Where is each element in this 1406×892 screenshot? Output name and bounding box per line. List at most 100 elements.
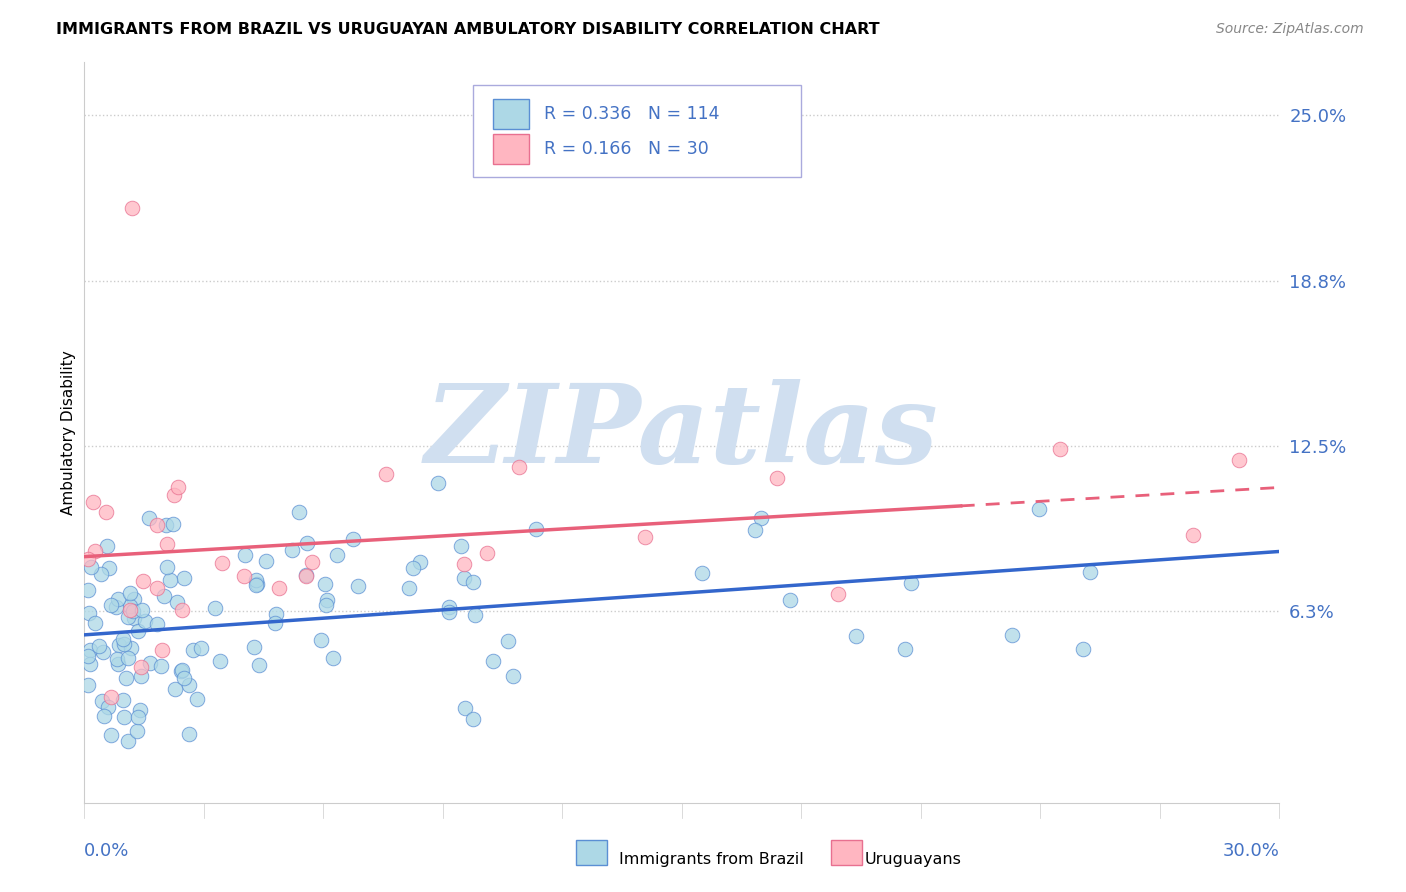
Point — [83, 615, 105, 630]
Point — [90, 566, 112, 581]
Point — [139, 657, 162, 671]
Text: ZIPatlas: ZIPatlas — [425, 379, 939, 486]
Point — [245, 573, 267, 587]
Point — [326, 549, 349, 563]
Point — [117, 734, 139, 748]
Point — [246, 577, 269, 591]
Point — [900, 576, 922, 591]
Point — [107, 638, 129, 652]
Point — [131, 668, 153, 682]
Point — [263, 616, 285, 631]
Point — [316, 593, 339, 607]
Point — [281, 542, 304, 557]
Point — [1071, 642, 1094, 657]
Point — [173, 570, 195, 584]
Point — [120, 586, 142, 600]
Text: Uruguayans: Uruguayans — [865, 852, 962, 867]
Point — [166, 480, 188, 494]
Text: IMMIGRANTS FROM BRAZIL VS URUGUAYAN AMBULATORY DISABILITY CORRELATION CHART: IMMIGRANTS FROM BRAZIL VS URUGUAYAN AMBU… — [56, 22, 880, 37]
Point — [208, 654, 231, 668]
Point — [96, 539, 118, 553]
Point — [159, 573, 181, 587]
Point — [105, 651, 128, 665]
Point — [127, 624, 149, 639]
Point — [97, 560, 120, 574]
Point — [100, 690, 122, 704]
Point — [80, 559, 103, 574]
Point — [146, 517, 169, 532]
Point — [439, 605, 461, 619]
Point — [245, 577, 267, 591]
Point — [211, 556, 233, 570]
Point — [454, 701, 477, 715]
Point — [524, 522, 547, 536]
Point — [111, 693, 134, 707]
Point — [166, 595, 188, 609]
Point — [79, 657, 101, 671]
Point — [1049, 442, 1071, 456]
Text: R = 0.336   N = 114: R = 0.336 N = 114 — [544, 105, 720, 123]
Point — [104, 599, 127, 614]
Point — [156, 536, 179, 550]
Point — [79, 643, 101, 657]
Point — [146, 582, 169, 596]
Point — [162, 517, 184, 532]
Point — [314, 577, 336, 591]
Point — [100, 598, 122, 612]
Point — [170, 664, 193, 678]
Point — [288, 505, 311, 519]
Point — [118, 603, 141, 617]
Point — [90, 694, 112, 708]
Point — [132, 574, 155, 589]
Point — [173, 671, 195, 685]
Point — [347, 579, 370, 593]
Point — [117, 651, 139, 665]
Point — [402, 560, 425, 574]
Point — [87, 639, 110, 653]
Point — [156, 560, 179, 574]
Point — [295, 567, 318, 582]
Bar — [831, 840, 862, 865]
Point — [322, 651, 344, 665]
Point — [118, 599, 141, 614]
Point — [77, 582, 100, 597]
Point — [128, 703, 150, 717]
Point — [122, 611, 145, 625]
Point — [181, 642, 204, 657]
Point — [453, 557, 475, 571]
Point — [152, 589, 174, 603]
Point — [138, 510, 160, 524]
Point — [112, 637, 135, 651]
Point — [96, 699, 118, 714]
Point — [249, 657, 271, 672]
Point — [894, 642, 917, 657]
Point — [1227, 453, 1250, 467]
Point — [77, 678, 100, 692]
Text: R = 0.166   N = 30: R = 0.166 N = 30 — [544, 140, 709, 158]
Point — [453, 571, 475, 585]
Point — [94, 505, 117, 519]
Point — [482, 654, 505, 668]
Point — [82, 495, 104, 509]
Point — [254, 553, 277, 567]
Point — [150, 643, 173, 657]
Point — [84, 544, 107, 558]
Point — [107, 657, 129, 672]
Point — [129, 660, 152, 674]
Point — [496, 633, 519, 648]
FancyBboxPatch shape — [494, 99, 529, 129]
Point — [301, 555, 323, 569]
Point — [439, 600, 461, 615]
Point — [342, 532, 364, 546]
Point — [744, 524, 766, 538]
Point — [243, 640, 266, 655]
Point — [297, 536, 319, 550]
Point — [1078, 565, 1101, 579]
Point — [450, 539, 472, 553]
Text: 30.0%: 30.0% — [1223, 842, 1279, 860]
Point — [508, 459, 530, 474]
Point — [155, 517, 177, 532]
Point — [150, 659, 173, 673]
Point — [93, 709, 115, 723]
Point — [779, 593, 801, 607]
